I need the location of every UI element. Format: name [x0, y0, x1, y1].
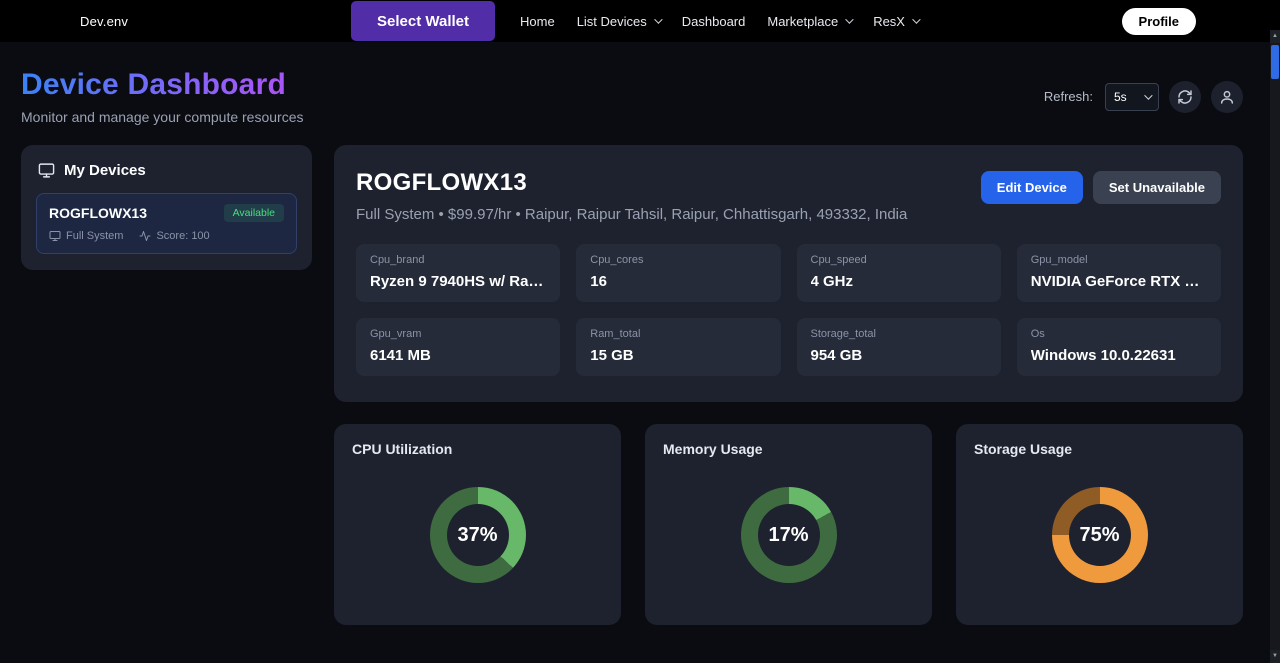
activity-icon [139, 231, 151, 241]
spec-tile-cpu-brand: Cpu_brand Ryzen 9 7940HS w/ Radeo... [356, 244, 561, 302]
set-unavailable-button[interactable]: Set Unavailable [1092, 171, 1221, 204]
header-controls: Refresh: 5s [1043, 80, 1243, 113]
memory-usage-gauge: 17% [740, 487, 837, 583]
nav-item-dashboard[interactable]: Dashboard [681, 13, 746, 29]
scrollbar-track[interactable] [1270, 43, 1280, 650]
top-navbar: Dev.env Select Wallet Home List Devices … [0, 0, 1280, 42]
refresh-icon [1178, 89, 1192, 104]
spec-grid: Cpu_brand Ryzen 9 7940HS w/ Radeo... Cpu… [356, 244, 1221, 376]
memory-usage-value: 17% [768, 523, 809, 546]
device-detail-card: ROGFLOWX13 Full System • $99.97/hr • Rai… [334, 145, 1243, 402]
nav-center: Select Wallet Home List Devices Dashboar… [351, 1, 929, 41]
chevron-down-icon [653, 15, 663, 24]
spec-tile-gpu-model: Gpu_model NVIDIA GeForce RTX 4050... [1016, 244, 1221, 302]
profile-button[interactable]: Profile [1121, 7, 1196, 35]
cpu-utilization-card: CPU Utilization 37% [334, 424, 621, 625]
device-meta: Full System • $99.97/hr • Raipur, Raipur… [356, 206, 908, 223]
page-subtitle: Monitor and manage your compute resource… [21, 109, 304, 125]
spec-tile-storage-total: Storage_total 954 GB [796, 318, 1001, 376]
refresh-interval-select[interactable]: 5s [1105, 82, 1159, 111]
refresh-label: Refresh: [1043, 89, 1093, 104]
main-column: ROGFLOWX13 Full System • $99.97/hr • Rai… [334, 145, 1243, 625]
status-badge: Available [223, 204, 284, 222]
monitor-icon [49, 231, 61, 241]
spec-tile-cpu-cores: Cpu_cores 16 [576, 244, 781, 302]
nav-item-list-devices[interactable]: List Devices [566, 1, 671, 41]
spec-tile-os: Os Windows 10.0.22631 [1016, 318, 1221, 376]
account-button[interactable] [1211, 80, 1243, 113]
brand-logo: Dev.env [80, 13, 129, 29]
scroll-down-arrow[interactable]: ▼ [1270, 650, 1280, 663]
nav-item-marketplace[interactable]: Marketplace [756, 1, 862, 41]
gauge-row: CPU Utilization 37% Memory Usage 17% [334, 424, 1243, 625]
content: My Devices ROGFLOWX13 Available Full Sys… [0, 145, 1280, 625]
storage-usage-value: 75% [1079, 523, 1120, 546]
device-type: Full System [49, 230, 123, 242]
memory-usage-card: Memory Usage 17% [645, 424, 932, 625]
device-item-name: ROGFLOWX13 [49, 205, 148, 221]
refresh-button[interactable] [1169, 80, 1201, 113]
cpu-utilization-value: 37% [457, 523, 498, 546]
scroll-up-arrow[interactable]: ▲ [1270, 30, 1280, 43]
my-devices-header: My Devices [38, 162, 297, 179]
spec-tile-ram-total: Ram_total 15 GB [576, 318, 781, 376]
nav-item-home[interactable]: Home [520, 13, 555, 29]
spec-tile-gpu-vram: Gpu_vram 6141 MB [356, 318, 561, 376]
storage-usage-gauge: 75% [1051, 487, 1148, 583]
chevron-down-icon [1144, 90, 1153, 100]
nav-item-resx[interactable]: ResX [862, 1, 929, 41]
user-icon [1220, 90, 1234, 104]
chevron-down-icon [912, 15, 921, 24]
device-list-item[interactable]: ROGFLOWX13 Available Full System Score: … [36, 193, 297, 254]
select-wallet-button[interactable]: Select Wallet [351, 1, 495, 41]
cpu-utilization-gauge: 37% [429, 487, 526, 583]
scrollbar-thumb[interactable] [1271, 45, 1279, 79]
page-title: Device Dashboard [21, 68, 286, 101]
device-score: Score: 100 [139, 230, 210, 242]
storage-usage-card: Storage Usage 75% [956, 424, 1243, 625]
chevron-down-icon [845, 15, 854, 24]
device-name: ROGFLOWX13 [356, 169, 528, 196]
monitor-icon [38, 163, 55, 178]
vertical-scrollbar: ▲ ▼ [1270, 30, 1280, 663]
spec-tile-cpu-speed: Cpu_speed 4 GHz [796, 244, 1001, 302]
page-header: Device Dashboard Monitor and manage your… [0, 42, 1280, 145]
edit-device-button[interactable]: Edit Device [980, 171, 1083, 204]
title-block: Device Dashboard Monitor and manage your… [21, 68, 303, 125]
my-devices-panel: My Devices ROGFLOWX13 Available Full Sys… [21, 145, 312, 270]
